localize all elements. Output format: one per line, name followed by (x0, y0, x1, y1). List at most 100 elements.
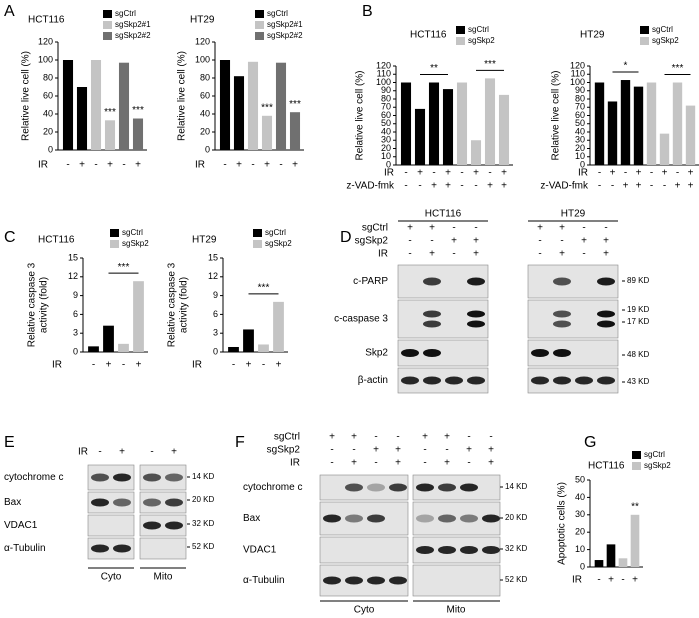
band (553, 277, 571, 286)
x-tick-label: + (292, 160, 298, 171)
panel-label: F (235, 434, 245, 451)
significance: *** (118, 262, 130, 273)
bar (133, 281, 144, 352)
condition-sign: - (560, 236, 563, 247)
blot-group-label: Cyto (354, 605, 375, 616)
band (445, 376, 463, 385)
y-axis-label: Relative live cell (%) (355, 70, 366, 160)
x-tick-label: + (636, 168, 642, 179)
chart-title: HT29 (192, 235, 217, 246)
condition-sign: + (395, 458, 401, 469)
band (553, 349, 571, 357)
x-tick-label: - (418, 181, 421, 192)
bar (633, 86, 644, 165)
band (438, 546, 456, 554)
bar (414, 108, 426, 165)
band (416, 514, 434, 523)
band (423, 349, 441, 357)
condition-sign: - (582, 249, 585, 260)
size-marker: 14 KD (192, 472, 214, 481)
x-tick-label: + (445, 168, 451, 179)
band (143, 521, 161, 530)
x-tick-label: + (636, 181, 642, 192)
condition-sign: - (474, 223, 477, 234)
x-tick-label: + (662, 168, 668, 179)
bar (233, 76, 245, 150)
condition-sign: - (430, 236, 433, 247)
panel-label: G (584, 434, 596, 451)
y-tick-label: 0 (205, 144, 210, 154)
blot-panel (412, 564, 501, 597)
x-tick-label: + (276, 360, 282, 371)
legend-swatch (253, 240, 262, 248)
band (345, 483, 363, 492)
condition-sign: - (352, 445, 355, 456)
bar (243, 329, 254, 352)
x-tick-label: + (236, 160, 242, 171)
x-row-label: IR (192, 360, 202, 371)
blot-row-label: cytochrome c (243, 482, 302, 493)
blot-row-label: c-PARP (353, 276, 388, 287)
y-tick-label: 50 (575, 474, 585, 484)
band (423, 277, 441, 286)
panel-label: C (4, 229, 16, 246)
y-tick-label: 60 (575, 110, 585, 120)
y-tick-label: 20 (575, 143, 585, 153)
band (113, 498, 131, 507)
condition-sign: - (374, 432, 377, 443)
bar (132, 118, 144, 150)
x-tick-label: - (122, 360, 125, 371)
band (423, 320, 441, 328)
condition-sign: - (423, 458, 426, 469)
band (482, 514, 500, 523)
band (531, 349, 549, 357)
condition-sign: - (452, 249, 455, 260)
band (553, 376, 571, 385)
blot-group-label: Mito (154, 572, 173, 583)
y-tick-label: 10 (575, 151, 585, 161)
condition-sign: - (582, 223, 585, 234)
condition-sign: + (444, 432, 450, 443)
bar (273, 301, 284, 352)
size-marker: 20 KD (505, 513, 527, 522)
x-tick-label: + (136, 360, 142, 371)
bar (594, 560, 604, 567)
band (323, 514, 341, 523)
bar (118, 62, 130, 151)
y-tick-label: 30 (575, 135, 585, 145)
band (553, 310, 571, 318)
y-tick-label: 10 (381, 151, 391, 161)
significance: * (624, 61, 628, 72)
legend-label: sgCtrl (652, 25, 673, 34)
y-tick-label: 12 (208, 271, 218, 281)
x-tick-label: - (122, 160, 125, 171)
band (482, 546, 500, 554)
band (389, 483, 407, 492)
x-tick-label: - (404, 181, 407, 192)
blot-panel (139, 491, 187, 514)
x-tick-label: + (264, 160, 270, 171)
condition-sign: + (559, 223, 565, 234)
x-tick-label: - (598, 168, 601, 179)
band (467, 310, 485, 318)
blot-panel (139, 537, 187, 560)
band (345, 514, 363, 523)
y-tick-label: 80 (200, 72, 210, 82)
condition-sign: - (452, 223, 455, 234)
y-tick-label: 40 (575, 126, 585, 136)
legend-label: sgCtrl (267, 9, 288, 18)
legend-label: sgCtrl (644, 450, 665, 459)
condition-sign: + (395, 445, 401, 456)
bar (630, 514, 640, 567)
x-row-label: IR (384, 168, 394, 179)
x-tick-label: - (262, 360, 265, 371)
legend-label: sgSkp2#2 (115, 31, 151, 40)
y-tick-label: 20 (200, 126, 210, 136)
condition-sign: - (330, 445, 333, 456)
x-tick-label: - (650, 181, 653, 192)
y-tick-label: 100 (376, 77, 391, 87)
x-row-label: z-VAD-fmk (346, 181, 395, 192)
x-tick-label: + (487, 181, 493, 192)
condition-sign: + (537, 223, 543, 234)
band (597, 320, 615, 328)
